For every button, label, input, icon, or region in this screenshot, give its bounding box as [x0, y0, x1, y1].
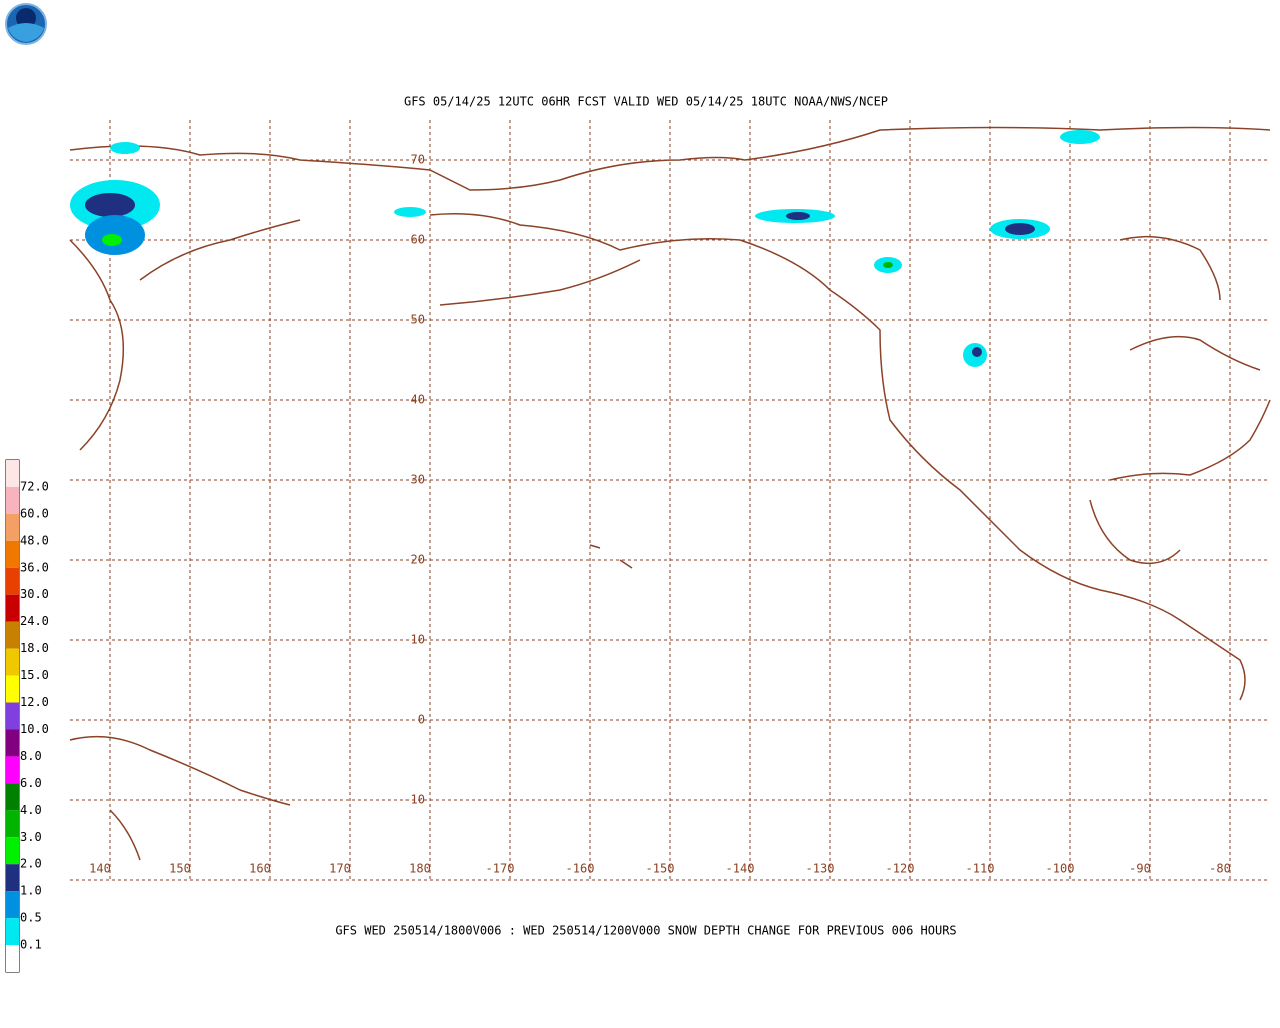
legend-label: 72.0: [20, 479, 49, 493]
lat-label: 30: [411, 473, 425, 487]
lon-label: -130: [806, 862, 835, 876]
legend-swatch: [6, 783, 19, 811]
legend-label: 15.0: [20, 668, 49, 682]
legend-swatch: [6, 486, 19, 514]
lat-label: -10: [403, 793, 425, 807]
legend-label: 8.0: [20, 749, 42, 763]
legend-swatch: [6, 810, 19, 838]
legend-swatch: [6, 460, 19, 487]
lon-label: -80: [1209, 862, 1231, 876]
legend-swatch: [6, 540, 19, 568]
lon-label: 180: [409, 862, 431, 876]
lat-label: 0: [418, 713, 425, 727]
lon-label: 160: [249, 862, 271, 876]
legend-label: 18.0: [20, 641, 49, 655]
lat-label: 10: [411, 633, 425, 647]
lon-label: 140: [89, 862, 111, 876]
lon-label: -120: [886, 862, 915, 876]
legend-label: 60.0: [20, 506, 49, 520]
legend-label: 36.0: [20, 560, 49, 574]
lon-label: -160: [566, 862, 595, 876]
lat-label: 40: [411, 393, 425, 407]
legend-swatch: [6, 702, 19, 730]
lon-label: -140: [726, 862, 755, 876]
legend-label: 30.0: [20, 587, 49, 601]
lon-label: -170: [486, 862, 515, 876]
title: GFS 05/14/25 12UTC 06HR FCST VALID WED 0…: [404, 95, 888, 109]
legend-label: 2.0: [20, 857, 42, 871]
legend: 72.0 60.0 48.0 36.0 30.0 24.0 18.0 15.0 12.0 10.0…: [6, 460, 49, 972]
legend-label: 0.5: [20, 911, 42, 925]
lon-label: 150: [169, 862, 191, 876]
legend-label: 4.0: [20, 803, 42, 817]
lon-label: -150: [646, 862, 675, 876]
lat-label: 20: [411, 553, 425, 567]
legend-label: 6.0: [20, 776, 42, 790]
noaa-logo: [5, 3, 47, 45]
legend-swatch: [6, 918, 19, 946]
legend-label: 0.1: [20, 938, 42, 952]
lon-label: -100: [1046, 862, 1075, 876]
legend-swatch: [6, 675, 19, 703]
legend-swatch: [6, 864, 19, 892]
lon-label: 170: [329, 862, 351, 876]
lat-label: 70: [411, 153, 425, 167]
legend-label: 1.0: [20, 884, 42, 898]
legend-swatch: [6, 756, 19, 784]
snow-depth-patches: [70, 130, 1100, 367]
legend-swatch: [6, 729, 19, 757]
legend-label: 48.0: [20, 533, 49, 547]
coastlines: [69, 126, 1271, 861]
lat-label: 50: [411, 313, 425, 327]
legend-label: 12.0: [20, 695, 49, 709]
legend-label: 10.0: [20, 722, 49, 736]
lon-label: -110: [966, 862, 995, 876]
caption: GFS WED 250514/1800V006 : WED 250514/120…: [335, 924, 956, 938]
legend-swatch: [6, 891, 19, 919]
graticule: 140 150 160 170 180 -170 -160 -150 -140 -130 -120 -…: [70, 120, 1270, 881]
legend-swatch: [6, 567, 19, 595]
legend-swatch: [6, 945, 19, 972]
legend-swatch: [6, 513, 19, 541]
legend-swatch: [6, 594, 19, 622]
lat-label: 60: [411, 233, 425, 247]
legend-label: 3.0: [20, 830, 42, 844]
legend-label: 24.0: [20, 614, 49, 628]
legend-swatch: [6, 621, 19, 649]
lon-label: -90: [1129, 862, 1151, 876]
legend-swatch: [6, 837, 19, 865]
legend-swatch: [6, 648, 19, 676]
